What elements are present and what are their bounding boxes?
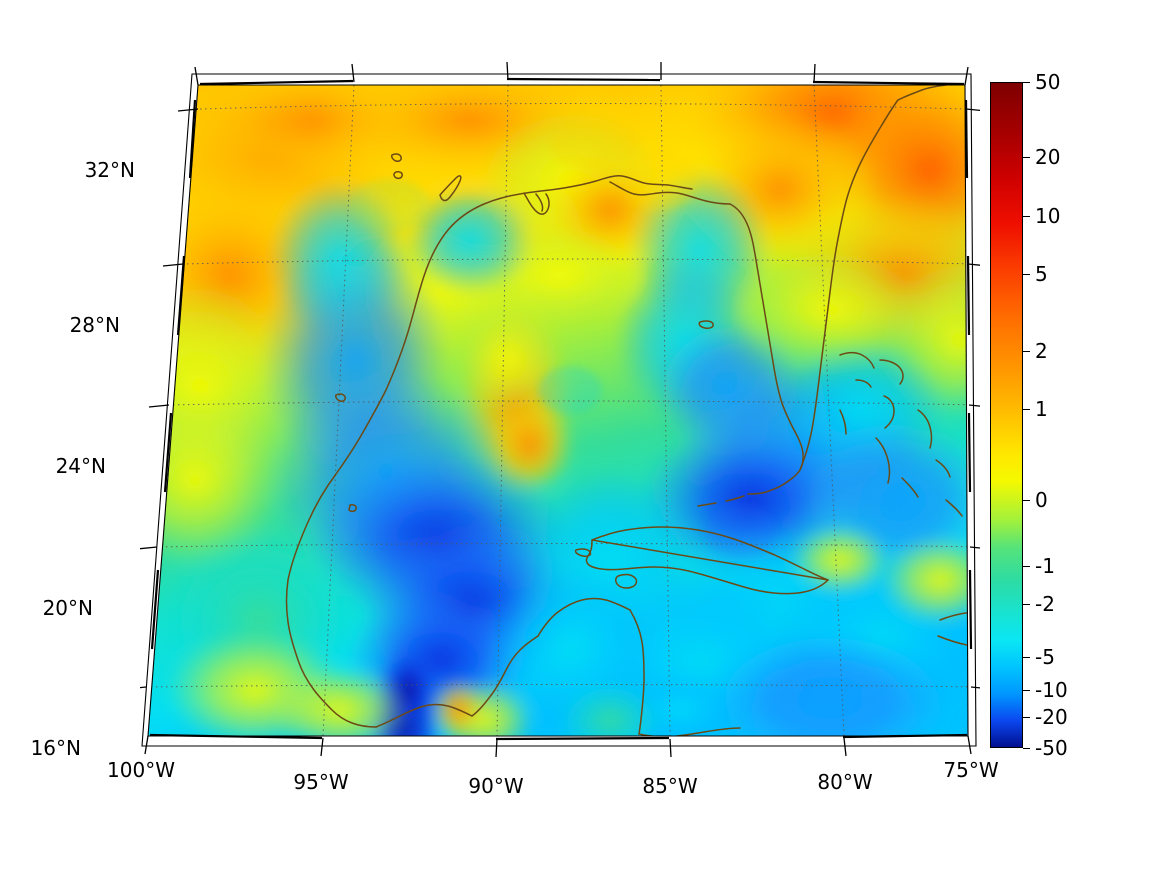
lat-tick-label-20n: 20°N (42, 596, 93, 620)
map-frame (140, 61, 980, 758)
colorbar[interactable]: 50 20 10 5 2 1 0 -1 -2 -5 -10 -20 -50 (990, 72, 1068, 758)
colorbar-tick-label--2: -2 (1035, 591, 1055, 616)
colorbar-tick-label--1: -1 (1035, 553, 1055, 578)
lon-tick-label-85w: 85°W (642, 774, 698, 798)
colorbar-tick-label-1: 1 (1035, 397, 1048, 422)
lon-tick-label-95w: 95°W (293, 770, 349, 794)
colorbar-tick-label--50: -50 (1035, 736, 1068, 760)
colorbar-tick-mark--50 (1023, 748, 1030, 749)
data-field-raster (148, 85, 968, 736)
map-svg (140, 61, 980, 758)
colorbar-tick-mark-2 (1023, 350, 1030, 352)
map-panel[interactable]: 32°N 28°N 24°N 20°N 16°N 100°W 95°W 90°W… (31, 60, 999, 796)
colorbar-tick-label-10: 10 (1035, 203, 1061, 228)
colorbar-tick-label--20: -20 (1035, 705, 1068, 730)
colorbar-tick-mark--10 (1023, 690, 1030, 692)
colorbar-gradient (990, 82, 1023, 748)
colorbar-tick-mark--2 (1023, 603, 1030, 605)
colorbar-tick-mark-5 (1023, 273, 1030, 275)
colorbar-tick-mark-50 (1023, 82, 1030, 83)
colorbar-tick-mark--5 (1023, 657, 1030, 659)
lat-tick-label-28n: 28°N (69, 313, 120, 337)
colorbar-tick-label-0: 0 (1035, 488, 1048, 513)
lon-tick-label-90w: 90°W (468, 774, 524, 798)
colorbar-tick-mark--1 (1023, 565, 1030, 567)
lat-tick-label-16n: 16°N (30, 736, 81, 760)
colorbar-tick-label-50: 50 (1035, 70, 1061, 94)
lon-tick-label-75w: 75°W (943, 758, 999, 782)
coastline-overlay (285, 85, 968, 736)
lon-tick-label-100w: 100°W (107, 758, 175, 782)
colorbar-tick-mark-20 (1023, 157, 1030, 159)
colorbar-tick-mark--20 (1023, 717, 1030, 719)
colorbar-tick-label-5: 5 (1035, 261, 1048, 286)
colorbar-tick-mark-0 (1023, 500, 1030, 502)
colorbar-tick-label-2: 2 (1035, 338, 1048, 363)
colorbar-tick-label--5: -5 (1035, 645, 1055, 670)
colorbar-tick-mark-10 (1023, 215, 1030, 217)
lat-tick-label-24n: 24°N (55, 454, 106, 478)
colorbar-tick-label--10: -10 (1035, 678, 1068, 703)
colorbar-tick-mark-1 (1023, 409, 1030, 411)
lon-tick-label-80w: 80°W (817, 770, 873, 794)
colorbar-tick-label-20: 20 (1035, 145, 1061, 170)
lat-tick-label-32n: 32°N (84, 158, 135, 182)
